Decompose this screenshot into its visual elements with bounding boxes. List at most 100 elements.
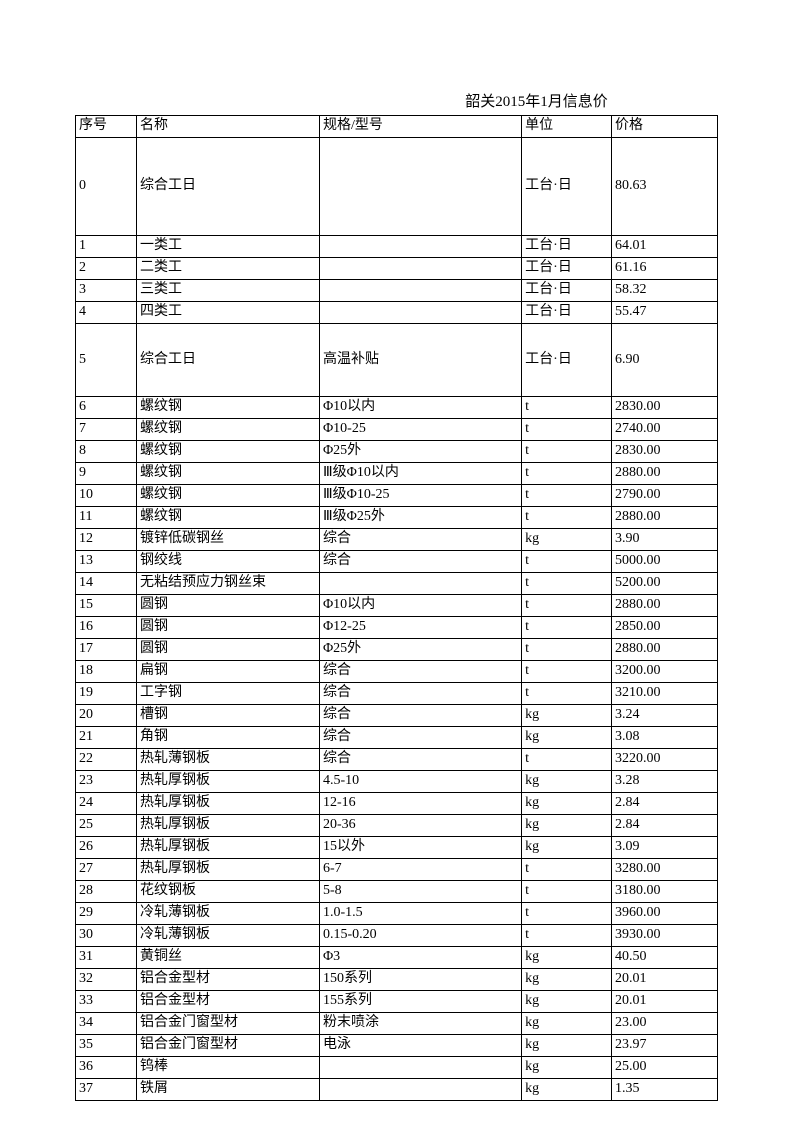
cell-unit: 工台·日: [522, 236, 612, 258]
cell-spec: 155系列: [319, 991, 521, 1013]
table-row: 20槽钢综合kg3.24: [76, 705, 718, 727]
cell-spec: [319, 258, 521, 280]
cell-unit: t: [522, 881, 612, 903]
cell-seq: 23: [76, 771, 137, 793]
cell-spec: 高温补贴: [319, 324, 521, 397]
table-row: 27热轧厚钢板6-7t3280.00: [76, 859, 718, 881]
cell-spec: Φ25外: [319, 441, 521, 463]
cell-seq: 9: [76, 463, 137, 485]
cell-price: 2.84: [612, 793, 718, 815]
cell-name: 螺纹钢: [136, 485, 319, 507]
table-row: 6螺纹钢Φ10以内t2830.00: [76, 397, 718, 419]
table-row: 26热轧厚钢板15以外kg3.09: [76, 837, 718, 859]
cell-unit: 工台·日: [522, 302, 612, 324]
cell-price: 2880.00: [612, 639, 718, 661]
cell-price: 61.16: [612, 258, 718, 280]
cell-price: 5200.00: [612, 573, 718, 595]
cell-spec: 150系列: [319, 969, 521, 991]
table-row: 21角钢综合kg3.08: [76, 727, 718, 749]
table-row: 32铝合金型材150系列kg20.01: [76, 969, 718, 991]
cell-seq: 1: [76, 236, 137, 258]
cell-name: 扁钢: [136, 661, 319, 683]
table-row: 31黄铜丝Φ3kg40.50: [76, 947, 718, 969]
cell-name: 螺纹钢: [136, 507, 319, 529]
cell-unit: t: [522, 903, 612, 925]
cell-unit: t: [522, 485, 612, 507]
cell-seq: 15: [76, 595, 137, 617]
cell-unit: t: [522, 507, 612, 529]
cell-price: 23.97: [612, 1035, 718, 1057]
cell-seq: 16: [76, 617, 137, 639]
cell-spec: Φ25外: [319, 639, 521, 661]
cell-unit: 工台·日: [522, 138, 612, 236]
cell-name: 热轧薄钢板: [136, 749, 319, 771]
cell-spec: 5-8: [319, 881, 521, 903]
cell-seq: 28: [76, 881, 137, 903]
cell-name: 钨棒: [136, 1057, 319, 1079]
cell-price: 2880.00: [612, 463, 718, 485]
cell-seq: 4: [76, 302, 137, 324]
table-row: 33铝合金型材155系列kg20.01: [76, 991, 718, 1013]
cell-seq: 11: [76, 507, 137, 529]
cell-price: 3.24: [612, 705, 718, 727]
cell-name: 铝合金型材: [136, 991, 319, 1013]
table-row: 30冷轧薄钢板0.15-0.20t3930.00: [76, 925, 718, 947]
cell-unit: t: [522, 925, 612, 947]
table-row: 25热轧厚钢板20-36kg2.84: [76, 815, 718, 837]
cell-name: 热轧厚钢板: [136, 815, 319, 837]
table-row: 12镀锌低碳钢丝综合kg3.90: [76, 529, 718, 551]
col-seq: 序号: [76, 116, 137, 138]
cell-name: 热轧厚钢板: [136, 859, 319, 881]
cell-name: 钢绞线: [136, 551, 319, 573]
cell-price: 6.90: [612, 324, 718, 397]
cell-spec: 综合: [319, 529, 521, 551]
table-row: 35铝合金门窗型材电泳kg23.97: [76, 1035, 718, 1057]
cell-price: 2830.00: [612, 397, 718, 419]
cell-unit: kg: [522, 991, 612, 1013]
cell-unit: kg: [522, 1057, 612, 1079]
cell-price: 2880.00: [612, 507, 718, 529]
cell-seq: 10: [76, 485, 137, 507]
col-unit: 单位: [522, 116, 612, 138]
table-row: 36钨棒kg25.00: [76, 1057, 718, 1079]
table-row: 2二类工工台·日61.16: [76, 258, 718, 280]
cell-price: 2740.00: [612, 419, 718, 441]
cell-price: 25.00: [612, 1057, 718, 1079]
cell-unit: kg: [522, 771, 612, 793]
cell-unit: t: [522, 683, 612, 705]
cell-name: 铝合金门窗型材: [136, 1013, 319, 1035]
cell-unit: kg: [522, 969, 612, 991]
table-row: 18扁钢综合t3200.00: [76, 661, 718, 683]
table-row: 8螺纹钢Φ25外t2830.00: [76, 441, 718, 463]
cell-seq: 21: [76, 727, 137, 749]
cell-price: 1.35: [612, 1079, 718, 1101]
cell-name: 角钢: [136, 727, 319, 749]
cell-seq: 29: [76, 903, 137, 925]
cell-name: 螺纹钢: [136, 441, 319, 463]
cell-price: 20.01: [612, 969, 718, 991]
cell-spec: 综合: [319, 705, 521, 727]
cell-unit: 工台·日: [522, 280, 612, 302]
cell-spec: Ⅲ级Φ10-25: [319, 485, 521, 507]
cell-name: 槽钢: [136, 705, 319, 727]
cell-price: 3280.00: [612, 859, 718, 881]
cell-spec: Ⅲ级Φ25外: [319, 507, 521, 529]
cell-name: 三类工: [136, 280, 319, 302]
col-name: 名称: [136, 116, 319, 138]
table-row: 5综合工日高温补贴工台·日6.90: [76, 324, 718, 397]
cell-name: 冷轧薄钢板: [136, 903, 319, 925]
cell-seq: 22: [76, 749, 137, 771]
cell-spec: 综合: [319, 551, 521, 573]
cell-seq: 19: [76, 683, 137, 705]
cell-seq: 25: [76, 815, 137, 837]
table-row: 13钢绞线综合t5000.00: [76, 551, 718, 573]
table-row: 29冷轧薄钢板1.0-1.5t3960.00: [76, 903, 718, 925]
col-spec: 规格/型号: [319, 116, 521, 138]
cell-price: 3.90: [612, 529, 718, 551]
cell-unit: t: [522, 573, 612, 595]
cell-spec: [319, 280, 521, 302]
cell-spec: [319, 1079, 521, 1101]
cell-name: 冷轧薄钢板: [136, 925, 319, 947]
cell-unit: kg: [522, 837, 612, 859]
table-header-row: 序号 名称 规格/型号 单位 价格: [76, 116, 718, 138]
